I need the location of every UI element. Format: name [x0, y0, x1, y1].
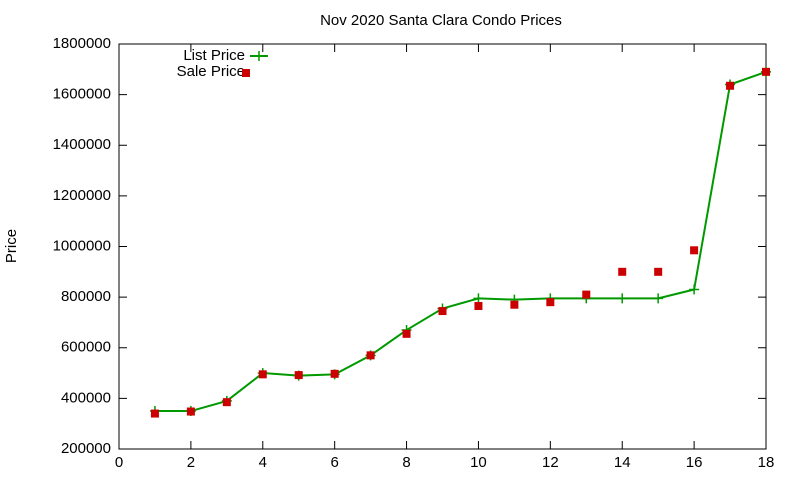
y-tick-label: 800000 — [61, 288, 111, 305]
point — [653, 293, 664, 304]
point — [150, 409, 159, 418]
x-tick-label: 10 — [470, 454, 487, 471]
point — [617, 293, 628, 304]
point — [726, 81, 735, 90]
chart-title: Nov 2020 Santa Clara Condo Prices — [320, 12, 562, 29]
point — [366, 351, 375, 360]
point — [473, 293, 484, 304]
x-tick-label: 8 — [402, 454, 410, 471]
point — [546, 298, 555, 307]
y-tick-label: 1800000 — [53, 35, 111, 52]
point — [582, 290, 591, 299]
x-tick-label: 4 — [259, 454, 267, 471]
point — [258, 370, 267, 379]
legend-label: Sale Price — [177, 63, 245, 80]
point — [654, 267, 663, 276]
x-tick-label: 16 — [686, 454, 703, 471]
x-tick-label: 2 — [187, 454, 195, 471]
legend-marker — [254, 51, 264, 61]
y-tick-label: 400000 — [61, 389, 111, 406]
legend-label: List Price — [183, 47, 245, 64]
y-tick-label: 200000 — [61, 440, 111, 457]
point — [222, 398, 231, 407]
x-tick-label: 0 — [115, 454, 123, 471]
y-tick-label: 1600000 — [53, 86, 111, 103]
point — [438, 307, 447, 316]
plot-frame — [118, 43, 767, 450]
point — [186, 407, 195, 416]
point — [762, 67, 770, 76]
y-tick-label: 1200000 — [53, 187, 111, 204]
y-tick-label: 1400000 — [53, 136, 111, 153]
point — [618, 267, 627, 276]
x-tick-label: 6 — [330, 454, 338, 471]
point — [402, 329, 411, 338]
point — [690, 246, 699, 255]
y-tick-label: 1000000 — [53, 237, 111, 254]
x-tick-label: 14 — [614, 454, 631, 471]
point — [294, 371, 303, 380]
point — [330, 369, 339, 378]
series-line — [154, 70, 767, 413]
y-axis-label: Price — [3, 229, 20, 263]
x-tick-label: 12 — [542, 454, 559, 471]
point — [510, 300, 519, 309]
legend-marker — [242, 69, 250, 77]
point — [689, 284, 700, 295]
point — [474, 301, 483, 310]
y-tick-label: 600000 — [61, 339, 111, 356]
x-tick-label: 18 — [758, 454, 775, 471]
